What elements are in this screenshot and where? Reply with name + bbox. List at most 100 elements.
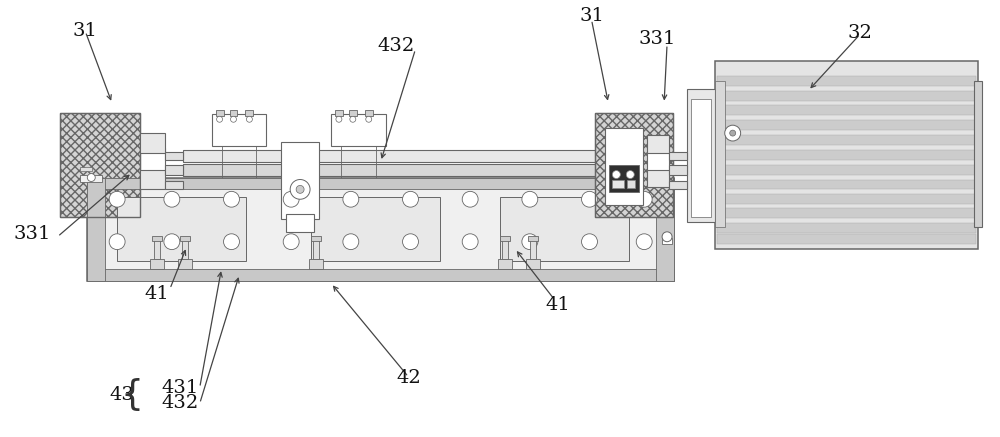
Bar	[87, 177, 105, 281]
Circle shape	[231, 116, 236, 122]
Bar	[528, 236, 538, 241]
Bar	[612, 180, 624, 188]
Bar	[717, 180, 976, 189]
Bar	[974, 81, 982, 227]
Bar	[595, 113, 673, 217]
Text: 331: 331	[14, 225, 51, 243]
Text: 331: 331	[638, 31, 676, 49]
Bar	[647, 135, 669, 153]
Bar	[717, 165, 976, 174]
Bar	[87, 177, 674, 281]
Circle shape	[217, 116, 223, 122]
Text: 41: 41	[545, 296, 570, 314]
Bar	[717, 135, 976, 145]
Bar	[140, 170, 165, 189]
Circle shape	[582, 191, 597, 207]
Bar	[669, 181, 687, 189]
Bar	[165, 181, 183, 189]
Bar	[335, 111, 343, 116]
Bar	[715, 81, 725, 227]
Text: 41: 41	[145, 285, 169, 303]
Circle shape	[109, 191, 125, 207]
Circle shape	[522, 234, 538, 250]
Bar	[656, 177, 674, 281]
Bar	[717, 223, 976, 233]
Bar	[183, 150, 610, 162]
Circle shape	[636, 234, 652, 250]
Circle shape	[224, 191, 239, 207]
Bar	[530, 240, 536, 260]
Circle shape	[582, 234, 597, 250]
Bar	[669, 152, 687, 160]
Bar	[498, 260, 512, 269]
Bar	[717, 194, 976, 204]
Bar	[165, 152, 183, 160]
Circle shape	[343, 234, 359, 250]
Bar	[309, 260, 323, 269]
Text: 43: 43	[110, 385, 135, 403]
Text: 31: 31	[579, 7, 604, 25]
Bar	[87, 269, 674, 281]
Text: 42: 42	[396, 369, 421, 387]
Bar	[87, 177, 674, 189]
Bar	[182, 240, 188, 260]
Circle shape	[290, 180, 310, 199]
Bar	[216, 111, 224, 116]
Bar	[154, 240, 160, 260]
Bar	[687, 89, 715, 222]
Circle shape	[87, 173, 95, 181]
Bar	[152, 236, 162, 241]
Bar	[715, 61, 978, 249]
Circle shape	[343, 191, 359, 207]
Bar	[60, 113, 140, 217]
Circle shape	[350, 116, 356, 122]
Circle shape	[164, 191, 180, 207]
Circle shape	[522, 191, 538, 207]
Circle shape	[224, 234, 239, 250]
Bar	[500, 236, 510, 241]
Bar	[349, 111, 357, 116]
Bar	[526, 260, 540, 269]
Bar	[281, 142, 319, 219]
Bar	[286, 214, 314, 232]
Bar	[605, 128, 643, 205]
Bar	[662, 238, 672, 244]
Text: 431: 431	[161, 378, 198, 397]
Bar	[212, 114, 266, 146]
Bar	[331, 114, 386, 146]
Circle shape	[403, 234, 418, 250]
Bar	[180, 236, 190, 241]
Bar	[365, 111, 373, 116]
Bar	[669, 165, 687, 174]
Circle shape	[626, 170, 634, 179]
Bar	[502, 240, 508, 260]
Bar	[80, 166, 92, 170]
Circle shape	[462, 191, 478, 207]
Bar	[80, 174, 102, 183]
Circle shape	[612, 170, 620, 179]
Text: 432: 432	[161, 394, 198, 412]
Bar	[609, 165, 639, 192]
Text: 32: 32	[848, 24, 872, 42]
Text: {: {	[121, 378, 144, 412]
Bar	[717, 120, 976, 130]
Circle shape	[662, 232, 672, 242]
Circle shape	[403, 191, 418, 207]
Circle shape	[336, 116, 342, 122]
Text: 432: 432	[377, 37, 414, 55]
Bar	[230, 111, 237, 116]
Bar	[60, 113, 140, 217]
Bar	[311, 236, 321, 241]
Bar	[500, 197, 629, 261]
Bar	[165, 165, 183, 174]
Bar	[717, 150, 976, 160]
Bar	[717, 76, 976, 86]
Bar	[140, 148, 165, 173]
Circle shape	[246, 116, 252, 122]
Bar	[691, 99, 711, 217]
Bar	[595, 113, 673, 217]
Bar	[717, 234, 976, 244]
Bar	[245, 111, 253, 116]
Circle shape	[366, 116, 372, 122]
Bar	[647, 152, 669, 173]
